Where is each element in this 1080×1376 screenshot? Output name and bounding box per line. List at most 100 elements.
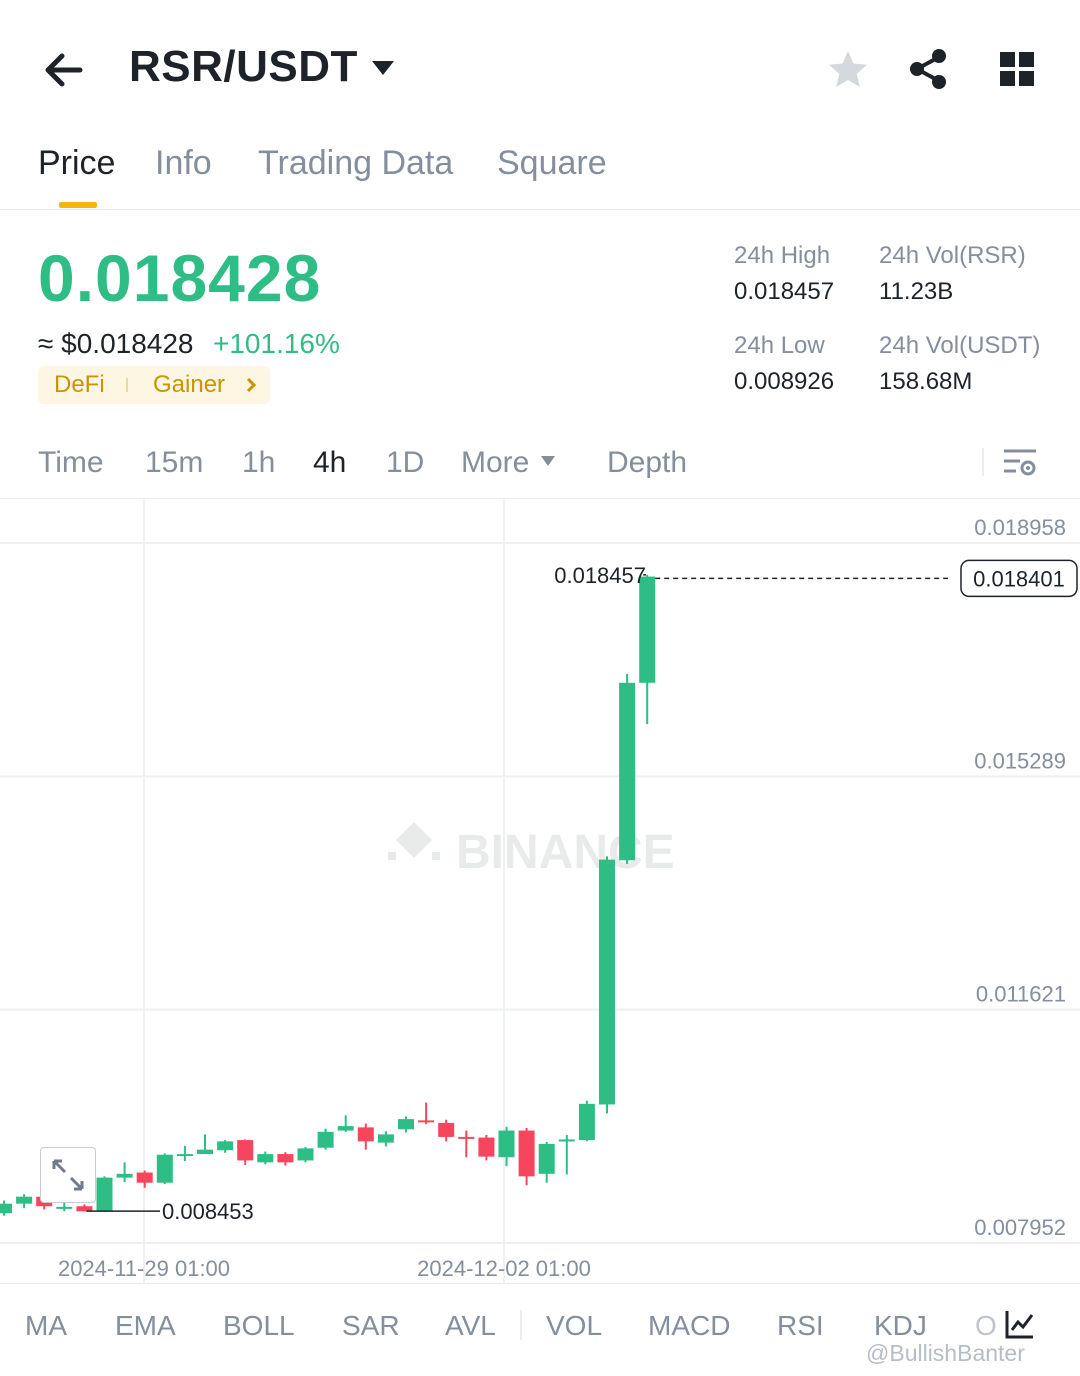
stat-24h-low-value: 0.008926: [734, 368, 835, 395]
y-tick-label: 0.015289: [974, 748, 1066, 773]
stat-24h-low-label: 24h Low: [734, 332, 825, 359]
tag-pill[interactable]: DeFi Gainer: [38, 366, 270, 404]
candle-body: [16, 1196, 33, 1204]
fiat-price: ≈ $0.018428: [38, 328, 194, 359]
indicator-rsi[interactable]: RSI: [777, 1310, 824, 1341]
candle-body: [438, 1122, 455, 1137]
candle-body: [197, 1149, 213, 1155]
expand-icon: [52, 1159, 84, 1191]
candle-body: [619, 682, 636, 861]
candle-body: [538, 1143, 555, 1174]
stat-24h-vol-base-value: 11.23B: [879, 278, 954, 305]
back-arrow-icon[interactable]: [40, 48, 86, 92]
indicator-vol[interactable]: VOL: [546, 1310, 603, 1341]
candle-body: [297, 1148, 314, 1161]
indicator-boll[interactable]: BOLL: [223, 1310, 295, 1341]
user-watermark: @BullishBanter: [866, 1340, 1025, 1366]
timeframe-1h[interactable]: 1h: [242, 446, 276, 479]
candle-body: [76, 1206, 93, 1212]
tag-separator: [126, 378, 128, 392]
candle-body: [257, 1154, 274, 1163]
candle-body: [377, 1134, 394, 1143]
candle-body: [599, 859, 615, 1105]
tab-square[interactable]: Square: [497, 144, 607, 182]
current-price-box: [960, 559, 1078, 598]
tab-trading-data[interactable]: Trading Data: [258, 144, 454, 182]
stat-24h-high-label: 24h High: [734, 242, 831, 269]
candle-body: [357, 1127, 374, 1142]
tabs-divider: [0, 209, 1080, 210]
caret-down-icon[interactable]: [370, 58, 396, 78]
candle-body: [96, 1177, 113, 1212]
x-tick-label: 2024-11-29 01:00: [58, 1256, 230, 1281]
timeframe-divider-line: [0, 498, 1080, 499]
candle-body: [277, 1154, 294, 1163]
watermark-text: BINANCE: [456, 826, 675, 879]
tag-gainer[interactable]: Gainer: [153, 371, 226, 398]
stat-24h-vol-base-label: 24h Vol(RSR): [879, 242, 1026, 269]
candle-body: [337, 1126, 354, 1131]
tab-price[interactable]: Price: [38, 144, 116, 182]
timeframe-divider: [982, 448, 984, 476]
candle-body: [578, 1103, 595, 1141]
y-tick-label: 0.007952: [974, 1215, 1066, 1240]
candle-body: [398, 1119, 414, 1130]
candlestick-chart[interactable]: 0.018958 0.015289 0.011621 0.007952 2024-11-…: [0, 500, 1080, 1284]
timeframe-depth[interactable]: Depth: [607, 446, 688, 479]
timeframe-more[interactable]: More: [461, 446, 530, 479]
indicator-ema[interactable]: EMA: [115, 1310, 176, 1341]
candle-body: [518, 1130, 535, 1177]
share-icon[interactable]: [906, 47, 950, 91]
candle-body: [0, 1203, 12, 1214]
timeframe-time[interactable]: Time: [38, 446, 104, 479]
binance-watermark: BINANCE: [388, 822, 675, 879]
fullscreen-button[interactable]: [40, 1147, 96, 1203]
timeframe-1d[interactable]: 1D: [386, 446, 425, 479]
candle-body: [317, 1131, 334, 1148]
active-tab-indicator: [59, 202, 97, 208]
stat-24h-high-value: 0.018457: [734, 278, 835, 305]
tag-defi[interactable]: DeFi: [54, 371, 105, 398]
indicator-more[interactable]: O: [975, 1310, 997, 1341]
indicator-chart-icon[interactable]: [1004, 1308, 1036, 1340]
price-change-percent: +101.16%: [213, 328, 340, 359]
indicator-top-divider: [0, 1283, 1080, 1284]
candle-body: [498, 1130, 515, 1158]
grid-icon[interactable]: [998, 50, 1036, 88]
more-caret-icon[interactable]: [540, 455, 556, 467]
candle-body: [458, 1136, 475, 1139]
candle-body: [217, 1141, 234, 1151]
candle-body: [56, 1206, 73, 1209]
current-price-label: 0.018401: [973, 566, 1065, 591]
candle-body: [418, 1120, 435, 1123]
timeframe-15m[interactable]: 15m: [145, 446, 204, 479]
max-price-label: 0.018457: [554, 563, 646, 588]
x-tick-label: 2024-12-02 01:00: [417, 1256, 591, 1281]
binance-logo-icon: [388, 822, 440, 860]
stat-24h-vol-quote-value: 158.68M: [879, 368, 973, 395]
candle-body: [176, 1154, 193, 1157]
timeframe-4h[interactable]: 4h: [313, 446, 347, 479]
pair-title[interactable]: RSR/USDT: [129, 42, 358, 91]
candle-body: [116, 1173, 133, 1178]
indicator-divider: [520, 1310, 522, 1340]
candle-body: [478, 1137, 495, 1157]
indicator-kdj[interactable]: KDJ: [874, 1310, 927, 1341]
star-icon[interactable]: [826, 48, 870, 92]
last-price: 0.018428: [38, 241, 322, 315]
candle-body: [237, 1140, 254, 1161]
y-tick-label: 0.018958: [974, 515, 1066, 540]
candle-body: [136, 1172, 153, 1183]
chevron-right-icon: [246, 377, 257, 393]
candle-body: [156, 1154, 173, 1183]
tab-info[interactable]: Info: [155, 144, 212, 182]
indicator-macd[interactable]: MACD: [648, 1310, 731, 1341]
chart-settings-icon[interactable]: [1002, 446, 1038, 480]
indicator-sar[interactable]: SAR: [342, 1310, 400, 1341]
indicator-ma[interactable]: MA: [25, 1310, 67, 1341]
y-tick-label: 0.011621: [976, 982, 1066, 1007]
min-price-label: 0.008453: [162, 1199, 254, 1224]
candle-body: [558, 1139, 575, 1142]
candle-body: [639, 576, 656, 683]
indicator-avl[interactable]: AVL: [445, 1310, 496, 1341]
